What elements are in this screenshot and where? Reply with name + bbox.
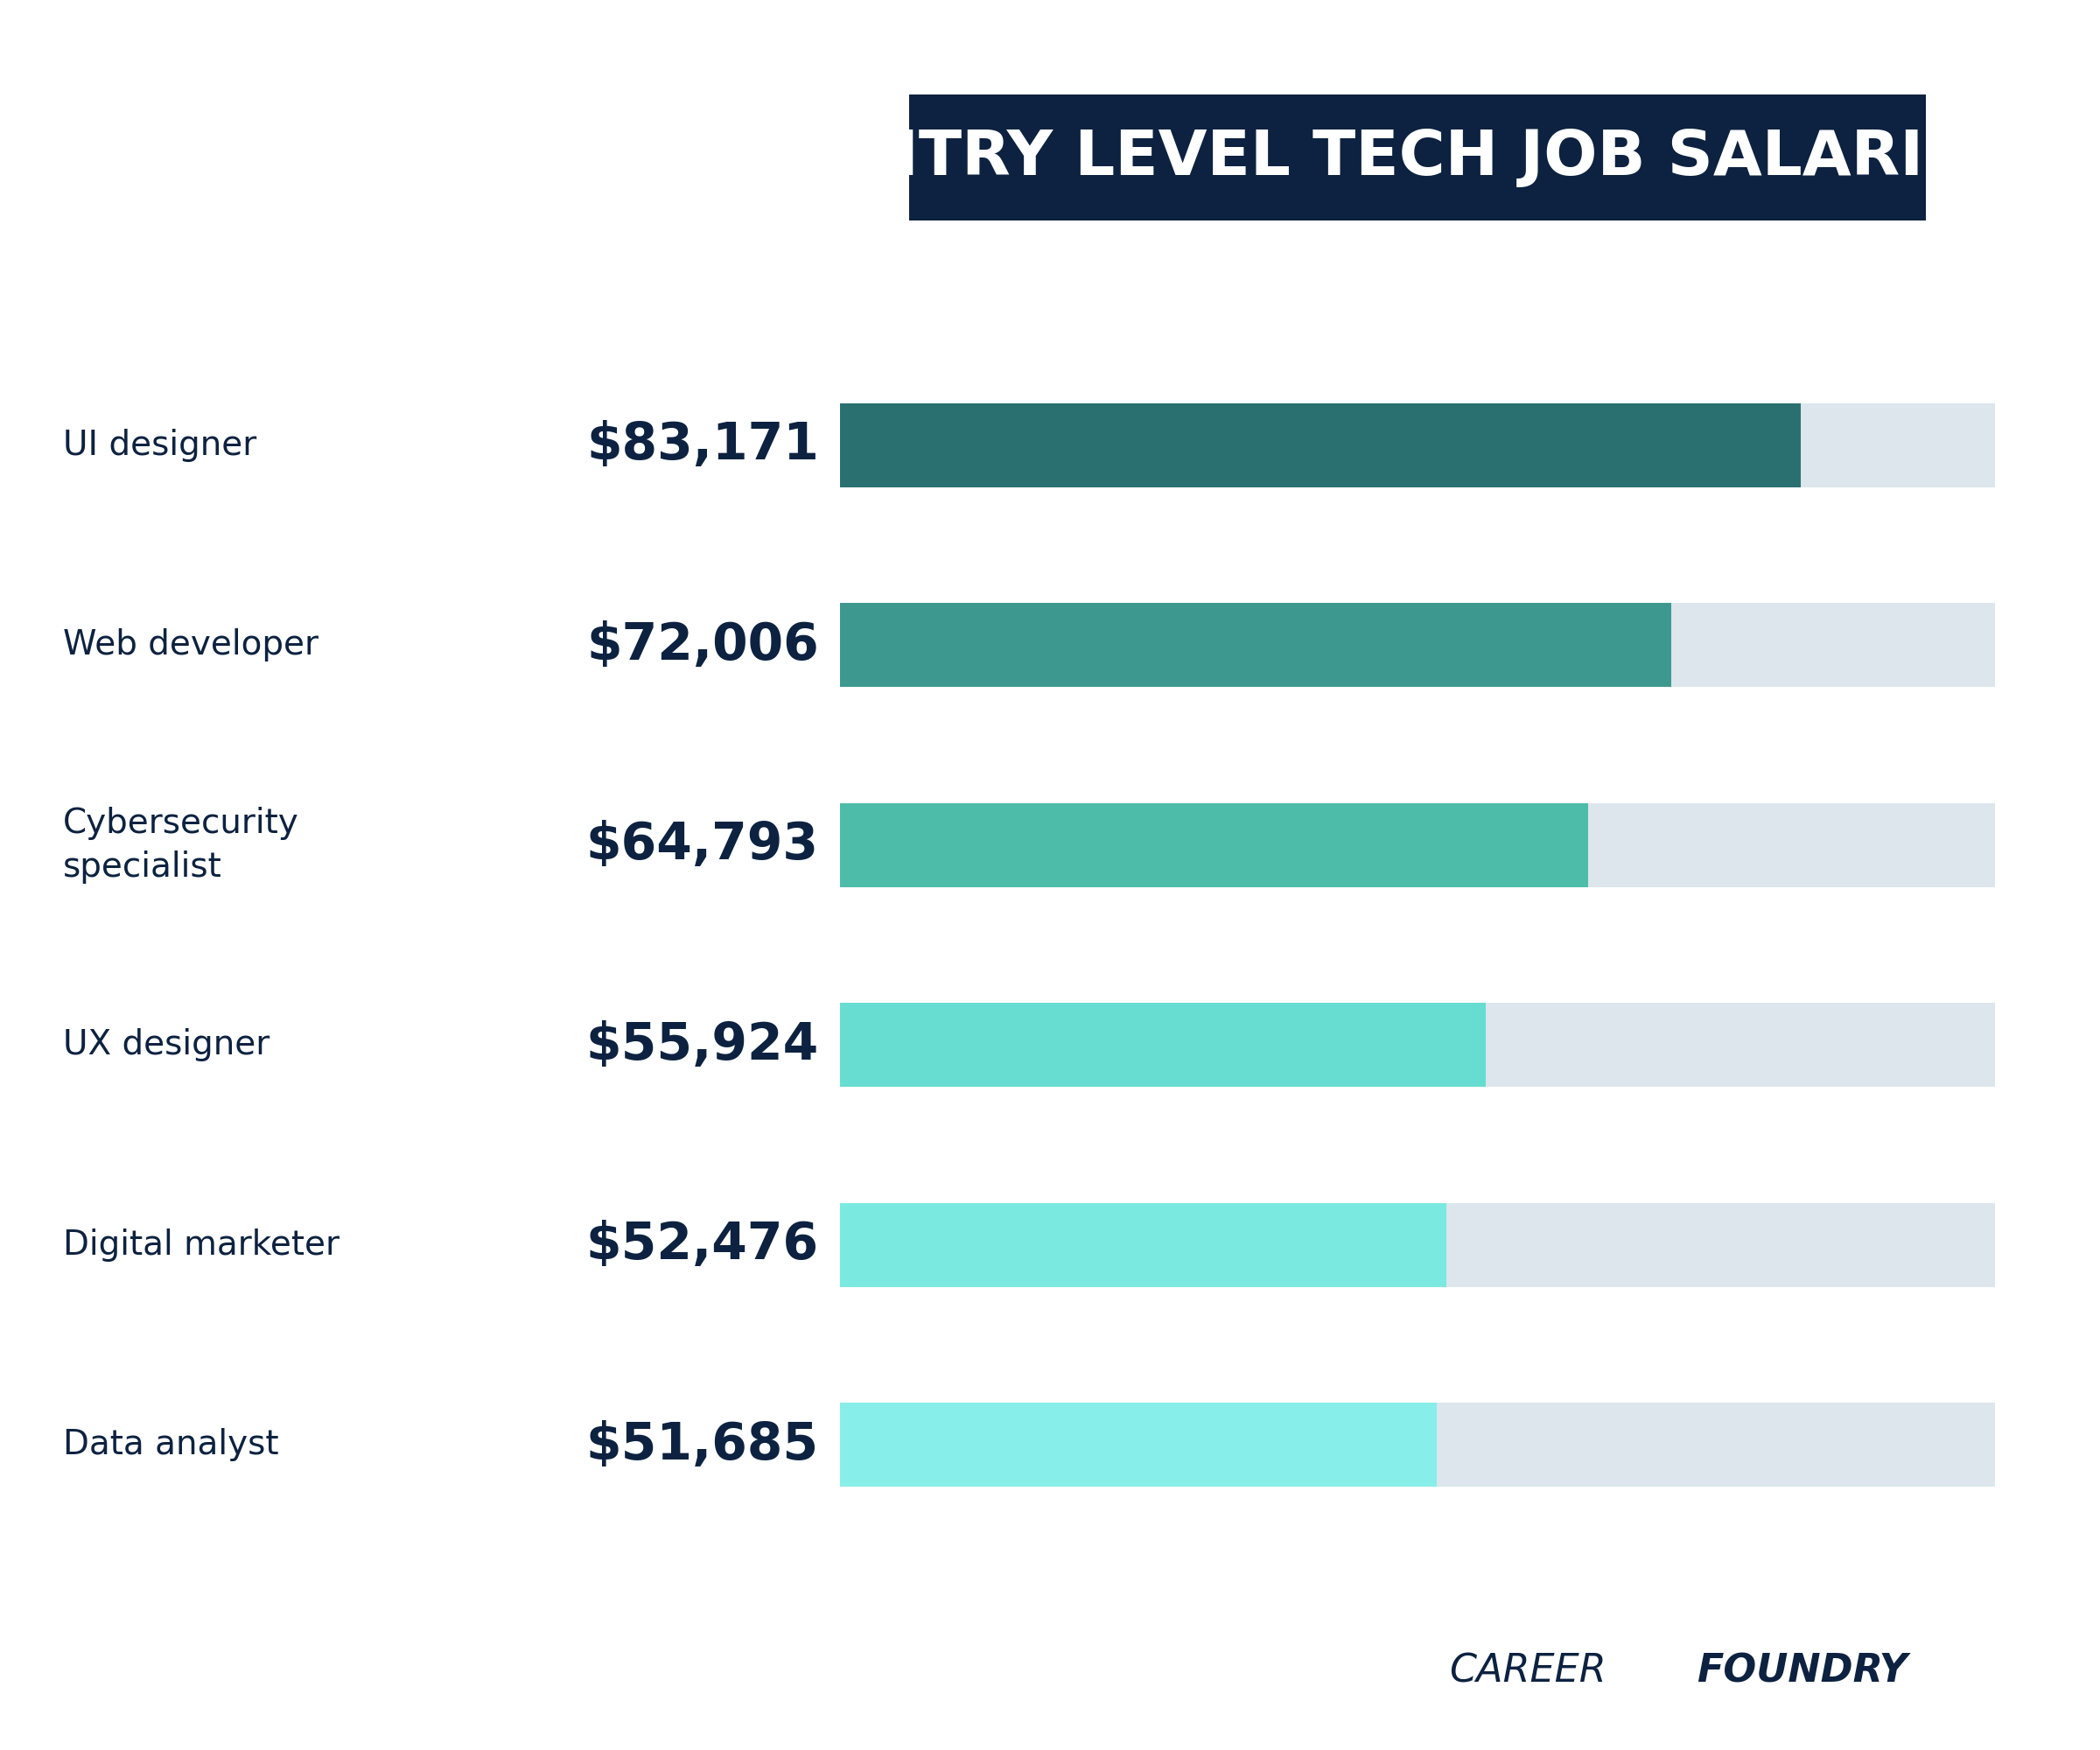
Text: $51,685: $51,685 [586, 1419, 819, 1470]
Text: Cybersecurity
specialist: Cybersecurity specialist [63, 807, 298, 884]
Text: FOUNDRY: FOUNDRY [1697, 1652, 1907, 1690]
Text: $55,924: $55,924 [586, 1020, 819, 1069]
Text: Web developer: Web developer [63, 628, 319, 662]
Bar [840, 604, 1995, 688]
Text: CAREER: CAREER [1449, 1652, 1606, 1690]
Text: $83,171: $83,171 [586, 420, 819, 471]
Bar [840, 1404, 1436, 1487]
Bar [840, 1003, 1995, 1087]
Text: UX designer: UX designer [63, 1029, 269, 1062]
Bar [840, 604, 1672, 688]
Bar [840, 1202, 1447, 1286]
Text: Data analyst: Data analyst [63, 1428, 279, 1461]
Bar [840, 1404, 1995, 1487]
Text: Digital marketer: Digital marketer [63, 1228, 340, 1262]
Bar [840, 1202, 1995, 1286]
Bar [840, 803, 1588, 887]
Bar [840, 803, 1995, 887]
Text: $72,006: $72,006 [586, 620, 819, 670]
Text: ENTRY LEVEL TECH JOB SALARIES: ENTRY LEVEL TECH JOB SALARIES [823, 128, 2012, 187]
Text: $52,476: $52,476 [586, 1220, 819, 1270]
Bar [840, 1003, 1487, 1087]
Bar [840, 402, 1800, 486]
Bar [840, 402, 1995, 486]
Text: UI designer: UI designer [63, 429, 256, 462]
Text: $64,793: $64,793 [586, 821, 819, 870]
